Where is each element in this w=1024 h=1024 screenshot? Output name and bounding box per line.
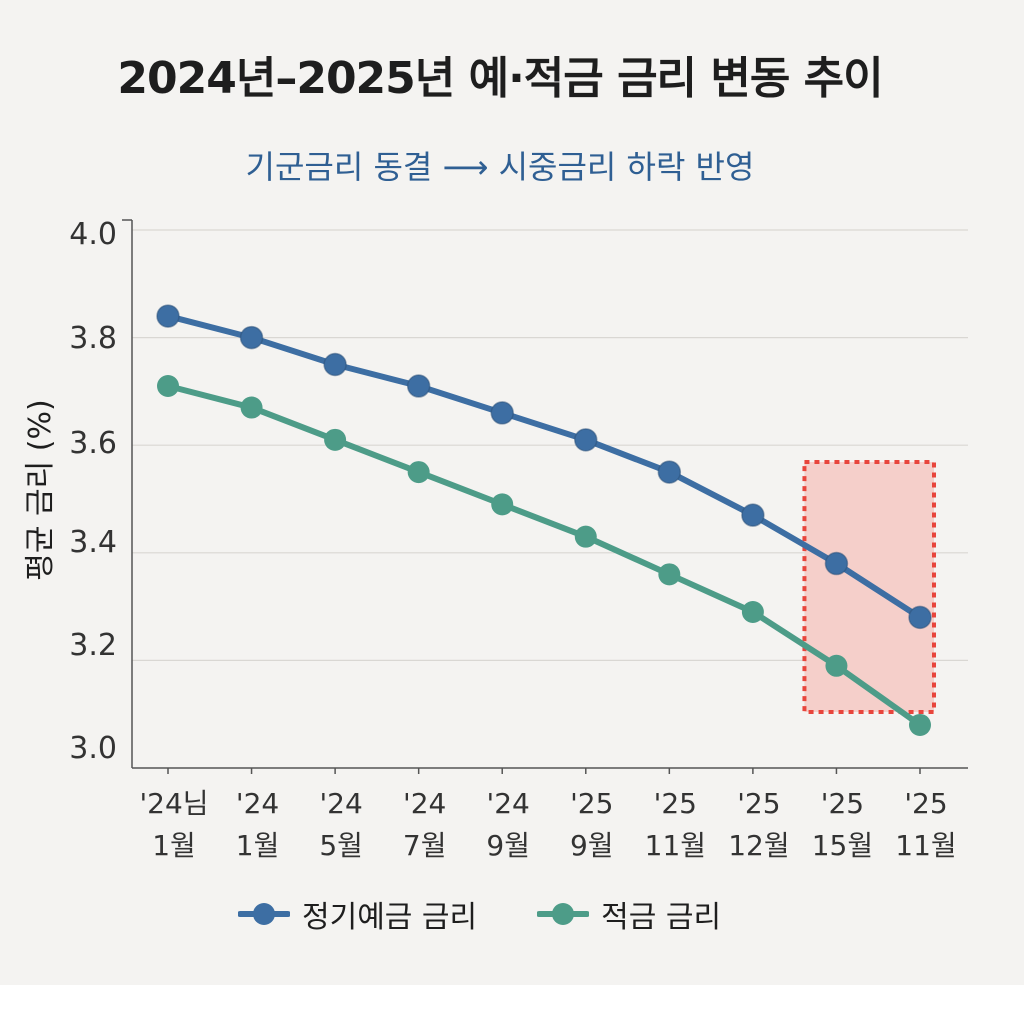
x-tick-label-year: '24: [319, 787, 362, 820]
data-point: [157, 375, 179, 398]
y-tick-label: 3.6: [69, 426, 117, 461]
series-lines: [156, 304, 932, 736]
subtitle-arrow-icon: ⟶: [442, 148, 489, 186]
legend-swatch-savings: [537, 903, 590, 925]
data-point: [156, 304, 180, 328]
data-point: [741, 503, 765, 527]
legend-swatch-deposit: [238, 903, 290, 925]
series-line: [165, 383, 923, 728]
x-tick-label-year: '24: [487, 787, 530, 820]
data-point: [657, 460, 682, 484]
legend-label-deposit: 정기예금 금리: [302, 900, 478, 935]
x-tick-label-month: 1월: [152, 829, 196, 862]
chart-subtitle: 기군금리 동결 ⟶ 시중금리 하락 반영: [0, 142, 1000, 188]
y-axis-label: 평균 금리 (%): [23, 399, 58, 580]
data-point: [825, 654, 848, 677]
x-tick-label-month: 9월: [486, 829, 530, 862]
chart-canvas: 2024년–2025년 예·적금 금리 변동 추이 기군금리 동결 ⟶ 시중금리…: [0, 0, 1024, 985]
x-tick-label-year: '25: [570, 787, 613, 820]
x-tick-label-month: 5월: [319, 829, 363, 862]
x-tick-label-month: 7월: [403, 829, 447, 862]
axes: [122, 219, 968, 774]
subtitle-left: 기군금리 동결: [245, 148, 433, 186]
legend-item-deposit: 정기예금 금리: [238, 892, 477, 936]
line-chart: 4.0 3.8 3.6 3.4 3.2 3.0 '24님 1월 '24 1월 '24 5월 '24 7월…: [23, 217, 968, 862]
data-point: [909, 713, 931, 736]
x-tick-labels: '24님 1월 '24 1월 '24 5월 '24 7월 '24 9월 '25 9월 '25 11월 '25…: [139, 787, 956, 862]
y-tick-label: 3.0: [69, 731, 117, 766]
y-tick-label: 3.2: [69, 628, 117, 663]
series-line: [165, 313, 923, 621]
y-tick-label: 3.4: [69, 525, 117, 560]
data-point: [324, 428, 347, 451]
data-point: [908, 605, 932, 630]
data-point: [574, 428, 598, 452]
y-tick-label: 3.8: [69, 321, 117, 356]
legend-label-savings: 적금 금리: [601, 900, 722, 935]
x-tick-label-month: 9월: [570, 829, 614, 862]
x-tick-label-month: 11월: [645, 829, 706, 862]
data-point: [406, 374, 431, 398]
data-point: [490, 401, 514, 425]
data-point: [239, 325, 264, 350]
x-tick-label-year: '24: [236, 787, 279, 820]
x-tick-label-month: 15월: [812, 829, 873, 862]
x-tick-label-year: '25: [904, 787, 947, 820]
x-tick-label-month: 11월: [895, 829, 956, 862]
chart-title: 2024년–2025년 예·적금 금리 변동 추이: [117, 53, 883, 104]
data-point: [741, 600, 764, 623]
y-tick-label: 4.0: [69, 217, 117, 252]
x-tick-label-year: '24: [403, 787, 446, 820]
data-point: [491, 493, 514, 516]
x-tick-label-year: '24님: [139, 787, 208, 820]
x-tick-label-month: 1월: [236, 829, 280, 862]
y-tick-labels: 4.0 3.8 3.6 3.4 3.2 3.0: [69, 217, 117, 766]
data-point: [323, 352, 347, 377]
data-point: [824, 551, 849, 576]
data-point: [658, 563, 681, 586]
data-point: [240, 396, 263, 419]
legend-item-savings: 적금 금리: [537, 892, 721, 936]
x-tick-label-year: '25: [737, 787, 780, 820]
subtitle-right: 시중금리 하락 반영: [498, 148, 755, 186]
x-tick-label-year: '25: [821, 787, 864, 820]
data-point: [407, 461, 430, 484]
data-point: [574, 525, 597, 548]
x-tick-label-year: '25: [654, 787, 697, 820]
x-tick-label-month: 12월: [728, 829, 789, 862]
legend: 정기예금 금리 적금 금리: [238, 892, 721, 936]
